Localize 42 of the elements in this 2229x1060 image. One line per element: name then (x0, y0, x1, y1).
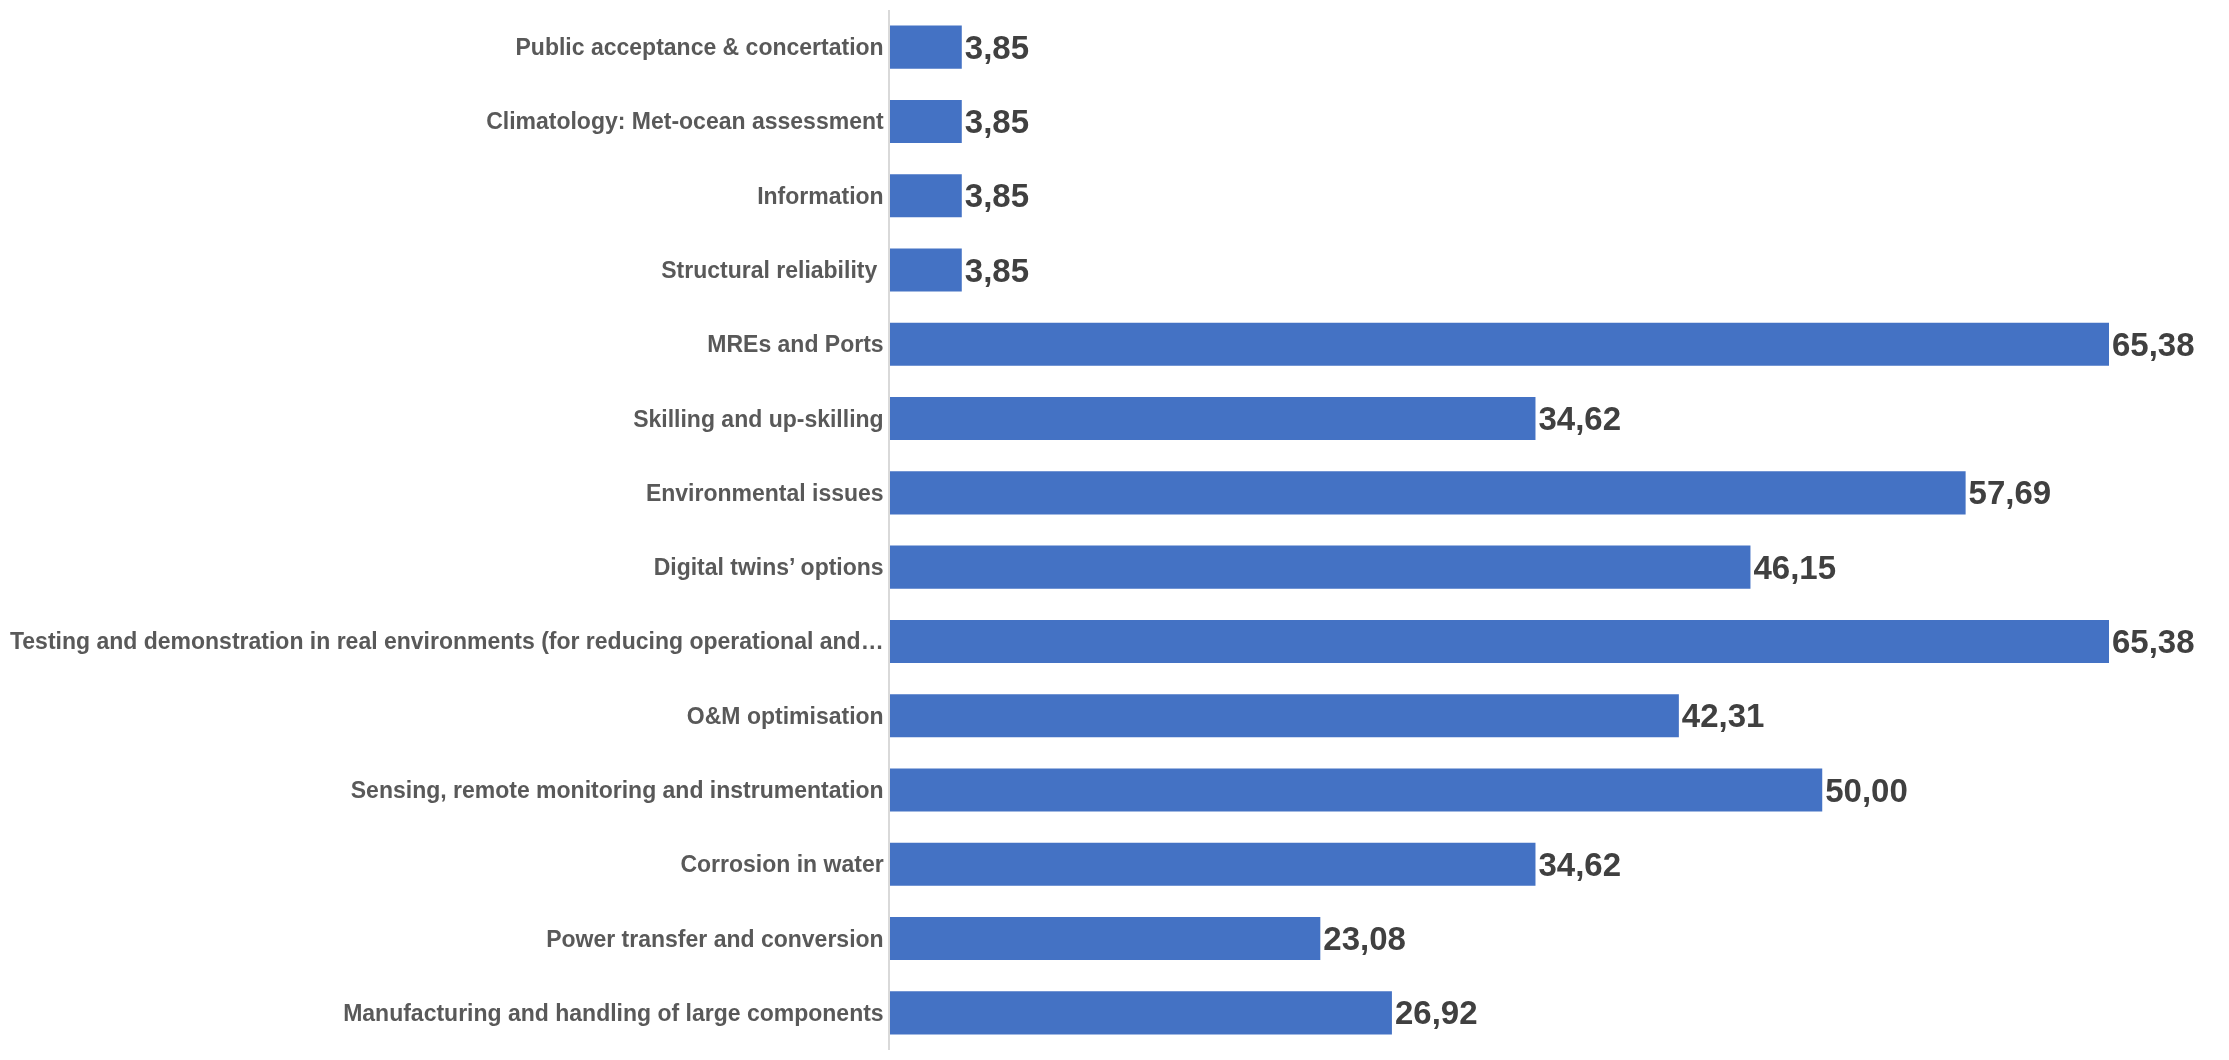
bar (890, 248, 962, 292)
data-label: 57,69 (1968, 474, 2052, 512)
data-label: 42,31 (1681, 697, 1765, 735)
bar (890, 768, 1823, 812)
data-label: 65,38 (2112, 622, 2195, 660)
data-label: 34,62 (1538, 845, 1622, 883)
bar (890, 322, 2109, 366)
data-label: 3,85 (964, 251, 1030, 289)
bar (890, 99, 962, 143)
bar (890, 694, 1679, 738)
bar (890, 917, 1321, 961)
y-tick-label: MREs and Ports (707, 331, 884, 358)
bar (890, 397, 1536, 441)
bar (890, 619, 2109, 663)
data-label: 46,15 (1753, 548, 1837, 586)
bar (890, 25, 962, 69)
y-tick-label: Public acceptance & concertation (515, 34, 884, 61)
y-tick-label: Power transfer and conversion (546, 925, 884, 952)
data-label: 3,85 (964, 177, 1030, 215)
bar (890, 842, 1536, 886)
bar (890, 471, 1966, 515)
data-label: 50,00 (1825, 771, 1908, 809)
y-tick-label: O&M optimisation (686, 702, 884, 729)
data-label: 34,62 (1538, 400, 1622, 438)
y-tick-label: Testing and demonstration in real environments (for reducing operational and… (9, 628, 884, 655)
y-tick-label: Manufacturing and handling of large components (343, 999, 884, 1026)
data-label: 23,08 (1323, 920, 1406, 958)
y-tick-label: Skilling and up-skilling (633, 405, 884, 432)
data-label: 3,85 (964, 102, 1030, 140)
y-tick-label: Climatology: Met-ocean assessment (486, 108, 884, 135)
y-tick-label: Sensing, remote monitoring and instrumentation (350, 777, 884, 804)
data-label: 26,92 (1394, 994, 1478, 1032)
bar (890, 545, 1751, 589)
y-tick-label: Corrosion in water (680, 851, 884, 878)
data-label: 3,85 (964, 28, 1030, 66)
bar (890, 174, 962, 218)
y-tick-label: Digital twins’ options (653, 554, 884, 581)
y-tick-label: Structural reliability (661, 257, 884, 284)
data-label: 65,38 (2112, 325, 2195, 363)
y-tick-label: Information (757, 182, 884, 209)
bar (890, 991, 1392, 1035)
y-tick-label: Environmental issues (645, 479, 884, 506)
